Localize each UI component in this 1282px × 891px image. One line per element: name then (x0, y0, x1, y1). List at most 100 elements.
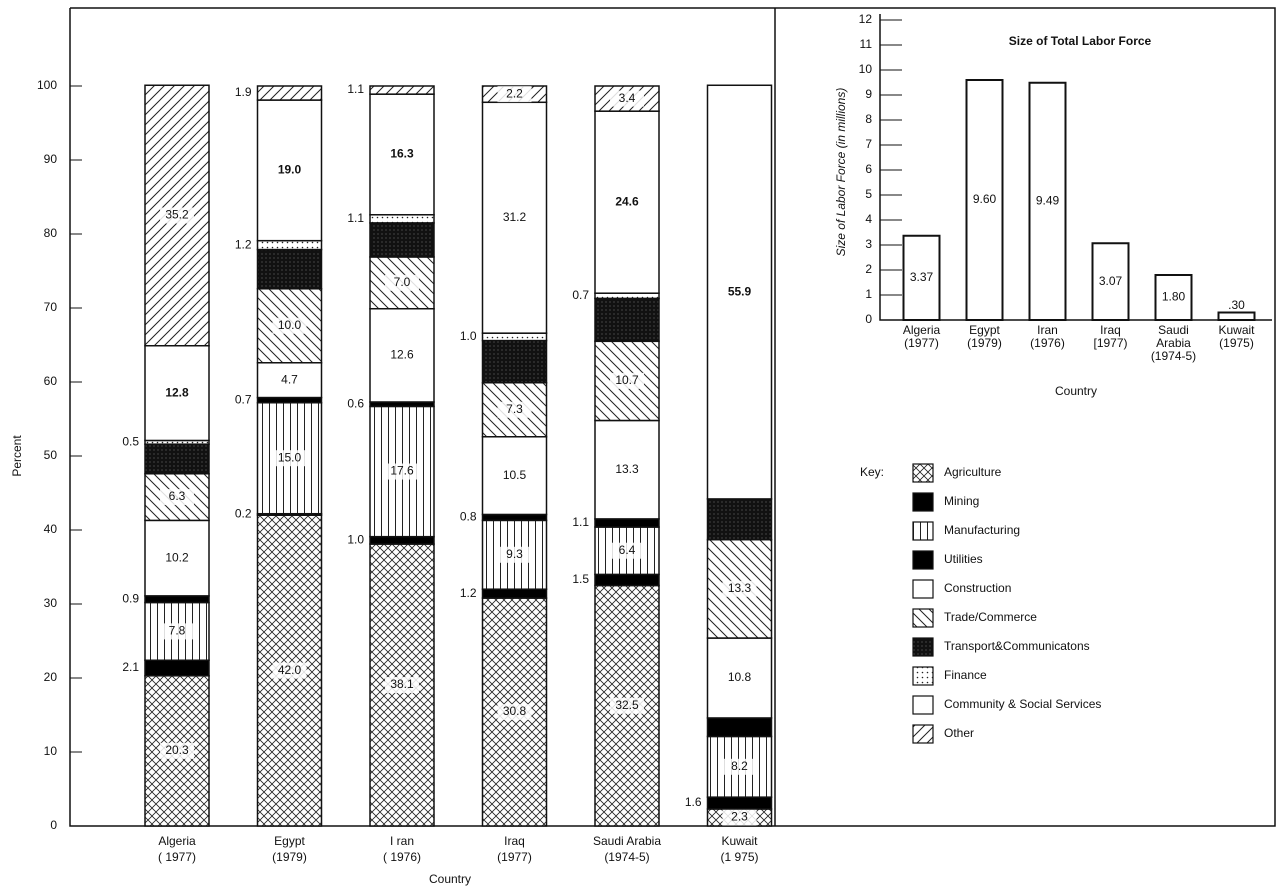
label-backing (385, 146, 419, 163)
y-tick-label: 20 (44, 670, 58, 684)
label-backing (610, 194, 644, 211)
data-label: 8.2 (731, 759, 748, 773)
legend-title: Key: (860, 465, 884, 479)
data-label: 10.8 (728, 670, 752, 684)
label-backing (160, 742, 194, 759)
label-backing (385, 463, 419, 480)
label-backing (272, 317, 307, 334)
data-label: 1.1 (572, 515, 589, 529)
y-tick-label: 30 (44, 596, 58, 610)
x-tick-label: [1977) (1093, 336, 1127, 350)
data-label: 9.49 (1036, 194, 1060, 208)
y-tick-label: 10 (44, 744, 58, 758)
legend-label: Construction (944, 581, 1011, 595)
bar-segment (369, 535, 435, 545)
data-label: 24.6 (615, 194, 639, 208)
x-tick-label: (1976) (1030, 336, 1065, 350)
y-tick-label: 0 (865, 312, 872, 326)
bar-segment (706, 717, 773, 738)
data-label: 10.7 (615, 373, 639, 387)
bar-segment (369, 222, 435, 258)
x-tick-label: I ran (390, 834, 414, 848)
y-tick-label: 40 (44, 522, 58, 536)
frame (70, 7, 1276, 827)
data-label: 1.0 (460, 329, 477, 343)
legend-label: Utilities (944, 552, 983, 566)
bar-segment (706, 637, 773, 719)
label-backing (722, 758, 757, 775)
data-label: 13.3 (615, 462, 639, 476)
data-label: 6.4 (619, 543, 636, 557)
label-backing (497, 209, 532, 226)
x-tick-label: Algeria (903, 323, 941, 337)
data-label: 1.2 (460, 586, 477, 600)
x-tick-label: Kuwait (721, 834, 758, 848)
legend-label: Transport&Communicatons (944, 639, 1090, 653)
data-label: 0.2 (235, 507, 252, 521)
label-backing (497, 467, 532, 484)
bar-segment (144, 443, 210, 475)
data-label: 17.6 (390, 464, 414, 478)
data-label: 35.2 (165, 208, 189, 222)
label-backing (610, 697, 644, 714)
y-tick-label: 11 (860, 37, 873, 51)
data-label: 1.6 (685, 795, 702, 809)
legend-swatch (912, 695, 934, 715)
label-backing (497, 401, 532, 418)
data-label: 10.0 (278, 318, 302, 332)
data-label: 20.3 (165, 743, 189, 757)
bar (965, 79, 1004, 321)
data-label: 0.5 (122, 434, 139, 448)
y-tick-label: 7 (865, 137, 872, 151)
label-backing (610, 461, 644, 478)
data-label: 15.0 (278, 450, 302, 464)
bar (1217, 311, 1256, 321)
x-axis-label: Country (1055, 384, 1097, 398)
y-tick-label: 4 (865, 212, 872, 226)
bar-segment (256, 85, 323, 101)
label-backing (497, 704, 532, 721)
legend-label: Manufacturing (944, 523, 1020, 537)
data-label: 1.9 (235, 85, 252, 99)
bar-segment (481, 588, 548, 599)
x-tick-label: (1974-5) (604, 850, 649, 864)
legend-swatch (912, 550, 934, 570)
bar-segment (706, 796, 773, 810)
data-label: 7.0 (394, 275, 411, 289)
bar (902, 234, 941, 321)
data-label: 2.1 (122, 660, 139, 674)
data-label: 0.8 (460, 510, 477, 524)
label-backing (272, 450, 307, 467)
data-label: 38.1 (390, 677, 414, 691)
label-backing (272, 162, 307, 179)
data-label: 0.9 (122, 591, 139, 605)
legend-swatch (912, 608, 934, 628)
data-label: 13.3 (728, 581, 752, 595)
bar-segment (256, 239, 323, 251)
data-label: 3.4 (619, 91, 636, 105)
data-label: 1.1 (347, 211, 364, 225)
x-tick-label: Egypt (274, 834, 305, 848)
data-label: 31.2 (503, 210, 527, 224)
bar-segment (594, 292, 660, 300)
bar-segment (481, 339, 548, 384)
x-axis-label: Country (429, 872, 471, 886)
x-tick-label: Saudi Arabia (593, 834, 661, 848)
data-label: 30.8 (503, 704, 527, 718)
chart-title: Size of Total Labor Force (1009, 34, 1152, 48)
y-tick-label: 1 (865, 287, 872, 301)
y-axis-label: Percent (10, 435, 24, 477)
y-tick-label: 8 (865, 112, 872, 126)
y-tick-label: 5 (865, 187, 872, 201)
data-label: 32.5 (615, 698, 639, 712)
data-label: .30 (1228, 298, 1245, 312)
data-label: 1.80 (1162, 290, 1186, 304)
bar-segment (481, 332, 548, 342)
y-tick-label: 6 (865, 162, 872, 176)
label-backing (160, 385, 194, 402)
bar-segment (369, 85, 435, 95)
x-tick-label: (1977) (904, 336, 939, 350)
label-backing (385, 677, 419, 694)
legend-swatch (912, 637, 934, 657)
x-tick-label: Saudi (1158, 323, 1189, 337)
